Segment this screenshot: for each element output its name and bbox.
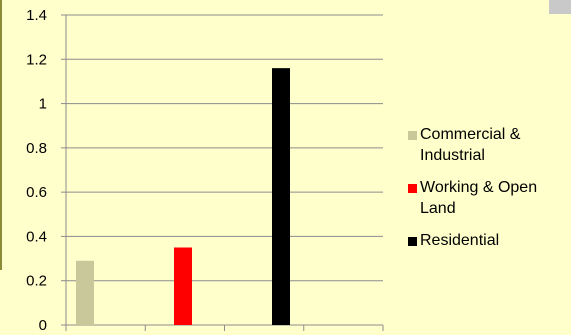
axes xyxy=(61,14,384,331)
legend-swatch xyxy=(408,184,417,193)
legend-swatch xyxy=(408,131,417,140)
legend-label: Residential xyxy=(420,232,499,249)
y-tick-label: 0.4 xyxy=(26,228,47,245)
legend-item: Working & Open Land xyxy=(408,179,537,217)
left-edge-bar xyxy=(0,0,2,270)
bar-residential xyxy=(272,68,290,326)
legend: Commercial & Industrial Working & Open Land… xyxy=(408,126,537,249)
y-tick-label: 0.6 xyxy=(26,184,47,201)
legend-label: Commercial & xyxy=(420,126,521,143)
y-tick-label: 1.2 xyxy=(26,51,47,68)
y-tick-label: 1 xyxy=(39,96,47,113)
legend-item: Residential xyxy=(408,232,499,249)
legend-label: Land xyxy=(420,200,456,217)
corner-square xyxy=(549,0,571,14)
legend-item: Commercial & Industrial xyxy=(408,126,521,164)
bar-commercial-industrial xyxy=(76,260,94,325)
bars xyxy=(76,68,290,326)
legend-label: Working & Open xyxy=(420,179,537,196)
y-tick-labels: 0 0.2 0.4 0.6 0.8 1 1.2 1.4 xyxy=(26,7,47,334)
y-tick-label: 0.8 xyxy=(26,140,47,157)
legend-label: Industrial xyxy=(420,147,485,164)
y-tick-label: 0.2 xyxy=(26,273,47,290)
grid-lines xyxy=(66,14,383,282)
y-tick-label: 0 xyxy=(39,317,47,334)
y-tick-label: 1.4 xyxy=(26,7,47,24)
bar-working-open-land xyxy=(174,247,192,325)
legend-swatch xyxy=(408,237,417,246)
